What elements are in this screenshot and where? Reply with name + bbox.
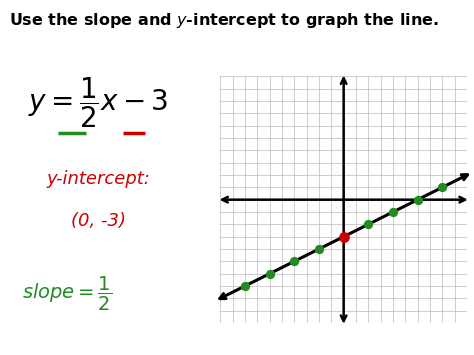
Text: (0, -3): (0, -3) (71, 212, 126, 230)
Text: Use the slope and $y$-intercept to graph the line.: Use the slope and $y$-intercept to graph… (9, 11, 439, 31)
Point (438, 185, 446, 190)
Point (315, 246, 323, 252)
Point (266, 271, 273, 277)
Point (291, 258, 298, 264)
Point (389, 209, 397, 215)
Text: y-intercept:: y-intercept: (46, 170, 150, 188)
Point (241, 283, 249, 289)
Text: $slope = \dfrac{1}{2}$: $slope = \dfrac{1}{2}$ (22, 275, 112, 313)
Point (365, 222, 372, 227)
Point (340, 234, 347, 240)
Point (414, 197, 421, 202)
Text: $y = \dfrac{1}{2}x - 3$: $y = \dfrac{1}{2}x - 3$ (28, 76, 168, 130)
